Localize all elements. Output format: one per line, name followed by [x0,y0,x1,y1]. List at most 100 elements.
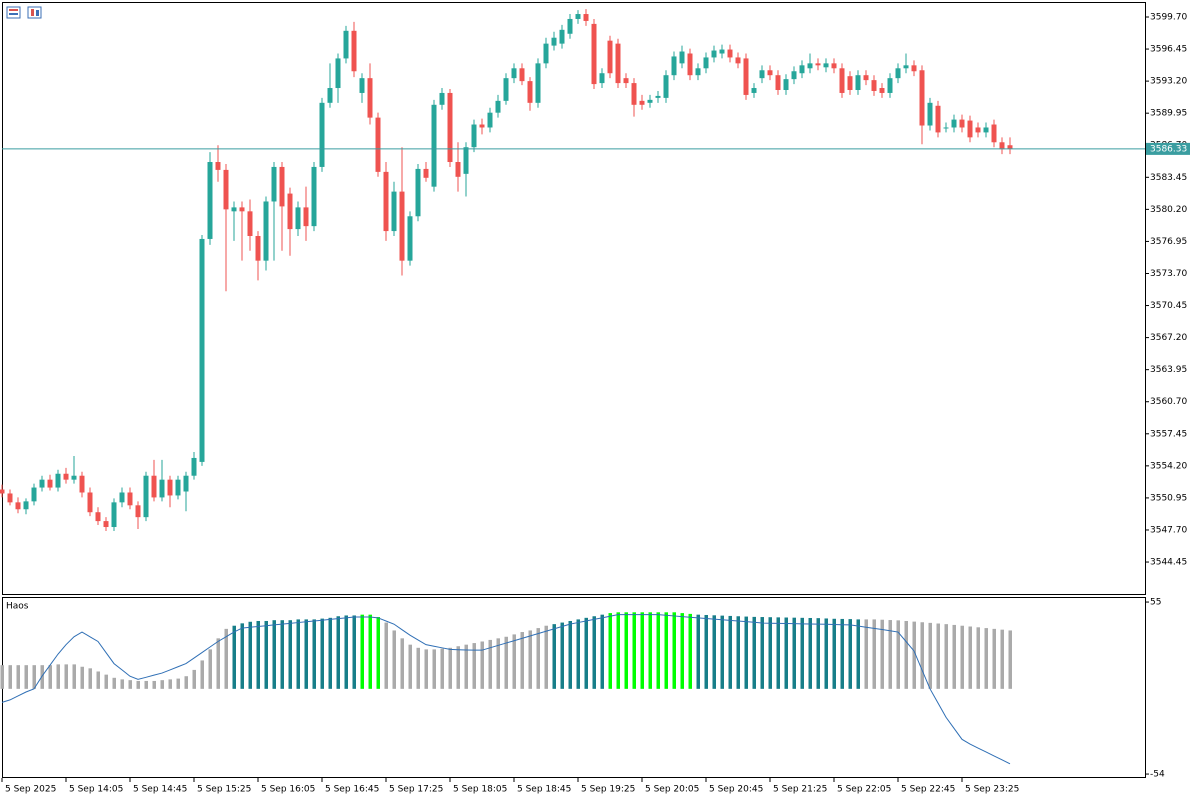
x-tick-label: 5 Sep 2025 [5,785,56,795]
candle-body [247,211,253,236]
candle-body [983,127,989,133]
histogram-bar [640,612,644,689]
candle-body [183,475,189,492]
y-tick-label: 55 [1150,598,1161,608]
histogram-bar [696,614,700,689]
x-tick-label: 5 Sep 18:45 [517,785,571,795]
histogram-bar [888,620,892,689]
histogram-bar [144,680,148,689]
candle-body [631,83,637,105]
candle-body [567,18,573,34]
toolbar-icon[interactable] [6,6,21,19]
main-panel [2,2,1146,595]
histogram-bar [72,664,76,689]
candle-body [783,79,789,90]
histogram-bar [800,617,804,689]
candle-body [71,475,77,480]
histogram-bar [328,617,332,689]
candle-body [999,142,1005,150]
histogram-bar [960,625,964,689]
histogram-bar [976,627,980,689]
histogram-bar [672,612,676,689]
candle-body [223,169,229,210]
toolbar[interactable] [6,6,42,19]
histogram-bar [376,617,380,689]
histogram-bar [256,620,260,689]
y-tick-label: 3560.70 [1150,397,1187,407]
candle-body [695,68,701,76]
histogram-bar [152,680,156,689]
candle-body [239,207,245,212]
candle-body [831,63,837,69]
candle-body [535,63,541,103]
candle-body [23,501,29,510]
candle-body [367,78,373,118]
histogram-bar [568,620,572,689]
histogram-bar [288,620,292,689]
candle-body [495,100,501,113]
x-tick-label: 5 Sep 15:25 [197,785,251,795]
y-tick-label: 3570.45 [1150,301,1187,311]
candle-body [439,92,445,105]
icon-part [36,10,39,16]
histogram-bar [432,649,436,689]
x-tick-label: 5 Sep 16:05 [261,785,315,795]
candle-body [543,43,549,64]
candle-body [119,492,125,503]
histogram-bar [208,649,212,689]
histogram-bar [704,614,708,689]
histogram-bar [792,617,796,689]
candle-body [919,70,925,126]
x-tick-label: 5 Sep 20:45 [709,785,763,795]
histogram-bar [616,612,620,689]
candle-body [967,120,973,138]
histogram-bar [360,614,364,689]
histogram-bar [8,665,12,689]
histogram-bar [400,638,404,689]
histogram-bar [216,638,220,689]
toolbar-icon[interactable] [27,6,42,19]
candle-body [607,40,613,74]
candle-body [375,117,381,172]
histogram-bar [480,641,484,689]
candle-body [399,191,405,261]
candle-body [335,58,341,89]
histogram-bar [312,619,316,689]
candle-body [703,57,709,69]
candle-body [879,88,885,93]
candle-body [311,166,317,227]
candle-body [39,479,45,488]
histogram-bar [344,615,348,689]
candle-body [647,99,653,103]
histogram-bar [952,624,956,689]
candle-body [423,168,429,178]
y-tick-label: 3589.95 [1150,109,1187,119]
histogram-bar [688,613,692,689]
histogram-bar [32,665,36,689]
candle-body [359,78,365,93]
candle-body [15,502,21,510]
histogram-bar [1000,629,1004,689]
y-tick-label: 3567.20 [1150,333,1187,343]
histogram-bar [992,628,996,689]
histogram-bar [744,616,748,689]
candle-body [807,63,813,69]
candle-body [551,37,557,46]
histogram-bar [368,614,372,689]
candle-body [103,521,109,528]
y-tick-label: 3557.45 [1150,429,1187,439]
candle-body [591,23,597,85]
histogram-bar [112,677,116,689]
histogram-bar [176,678,180,689]
candle-body [655,95,661,98]
y-tick-label: 3573.70 [1150,269,1187,279]
candle-body [95,512,101,522]
candle-body [511,68,517,79]
candle-body [639,100,645,105]
histogram-bar [816,618,820,689]
histogram-bar [560,622,564,689]
candle-body [623,78,629,84]
candle-body [343,30,349,59]
histogram-bar [536,628,540,689]
indicator-line [1,614,1011,765]
